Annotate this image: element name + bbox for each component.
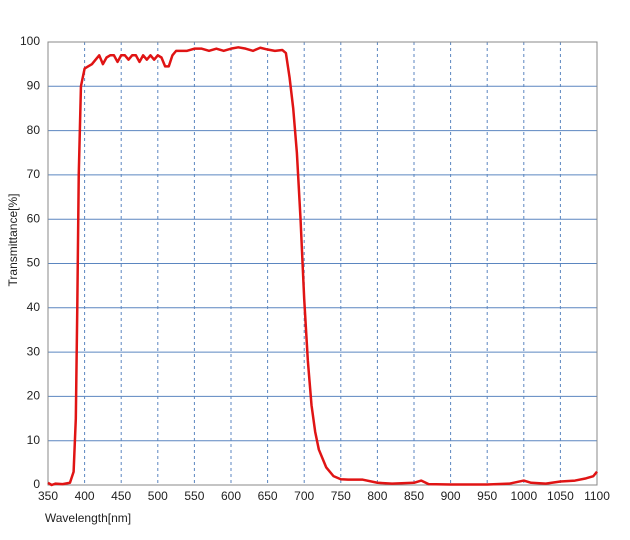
x-tick-label: 900 bbox=[441, 489, 461, 503]
y-tick-label: 10 bbox=[27, 433, 41, 447]
x-tick-label: 500 bbox=[148, 489, 168, 503]
y-tick-label: 60 bbox=[27, 211, 41, 225]
y-tick-label: 20 bbox=[27, 389, 41, 403]
x-tick-label: 950 bbox=[477, 489, 497, 503]
y-tick-label: 0 bbox=[33, 477, 40, 491]
y-tick-label: 70 bbox=[27, 167, 41, 181]
x-tick-label: 850 bbox=[404, 489, 424, 503]
y-tick-label: 40 bbox=[27, 300, 41, 314]
x-tick-label: 450 bbox=[111, 489, 131, 503]
x-tick-label: 350 bbox=[38, 489, 58, 503]
y-tick-label: 80 bbox=[27, 123, 41, 137]
y-tick-label: 30 bbox=[27, 344, 41, 358]
x-tick-label: 800 bbox=[367, 489, 387, 503]
x-tick-label: 550 bbox=[184, 489, 204, 503]
x-tick-label: 650 bbox=[258, 489, 278, 503]
plot-border bbox=[47, 41, 598, 486]
data-line bbox=[47, 46, 598, 487]
y-tick-label: 50 bbox=[27, 256, 41, 270]
x-tick-label: 750 bbox=[331, 489, 351, 503]
x-tick-label: 700 bbox=[294, 489, 314, 503]
x-tick-label: 1000 bbox=[510, 489, 537, 503]
x-tick-label: 400 bbox=[75, 489, 95, 503]
x-tick-label: 1050 bbox=[547, 489, 574, 503]
y-axis-label: Transmittance[%] bbox=[6, 194, 20, 287]
y-tick-label: 100 bbox=[20, 34, 40, 48]
x-tick-label: 600 bbox=[221, 489, 241, 503]
x-axis-label: Wavelength[nm] bbox=[45, 511, 131, 525]
y-tick-label: 90 bbox=[27, 78, 41, 92]
x-tick-label: 1100 bbox=[584, 489, 610, 503]
